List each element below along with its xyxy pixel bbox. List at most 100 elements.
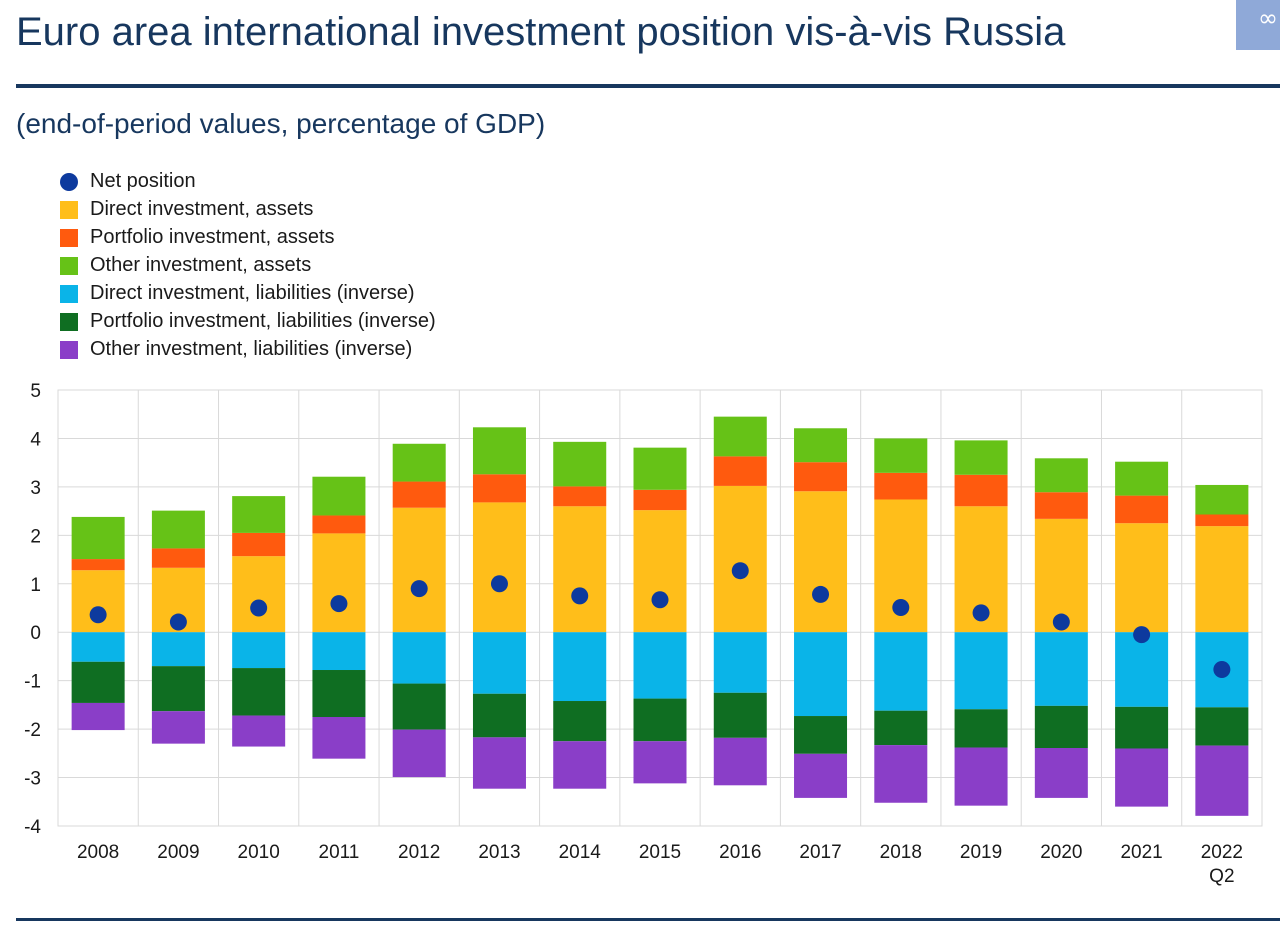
bar-segment — [713, 416, 767, 457]
legend-label: Other investment, liabilities (inverse) — [90, 338, 413, 360]
bar-segment — [1115, 495, 1169, 524]
bar-segment — [232, 556, 286, 633]
net-position-point — [892, 599, 910, 617]
bar-segment — [151, 666, 205, 712]
y-tick-label: 0 — [30, 623, 41, 644]
net-position-point — [1133, 626, 1151, 644]
stacked-bar-chart: 5 4 3 2 1 0 -1 -2 -3 -4 2008 2009 2010 2011 2012 2013 20… — [24, 381, 1263, 887]
legend-label: Portfolio investment, liabilities (inver… — [90, 310, 436, 332]
bar-segment — [312, 476, 366, 516]
x-tick-label: 2019 — [960, 842, 1002, 863]
bar-segment — [151, 711, 205, 744]
bar-segment — [954, 632, 1008, 710]
x-tick-label: 2018 — [880, 842, 922, 863]
bar-segment — [71, 702, 125, 731]
net-position-point — [89, 606, 107, 624]
x-tick-label: 2015 — [639, 842, 681, 863]
bar-segment — [553, 701, 607, 742]
bar-segment — [633, 489, 687, 511]
x-tick-label: 2014 — [559, 842, 602, 863]
bar-segment — [954, 747, 1008, 806]
net-position-point — [731, 562, 749, 580]
x-tick-label: Q2 — [1209, 866, 1234, 887]
bar-segment — [1195, 526, 1249, 633]
legend-label: Direct investment, assets — [90, 198, 314, 220]
x-tick-label: 2016 — [719, 842, 761, 863]
bar-segment — [1195, 514, 1249, 527]
net-position-point — [250, 599, 268, 617]
legend-item-portfolio-liabilities: Portfolio investment, liabilities (inver… — [56, 308, 536, 336]
bar-segment — [954, 474, 1008, 507]
bar-segment — [954, 709, 1008, 748]
bar-segment — [1115, 523, 1169, 633]
x-tick-label: 2011 — [319, 842, 360, 863]
bar-segment — [553, 741, 607, 789]
bar-segment — [392, 507, 446, 633]
legend-swatch — [60, 257, 78, 275]
bar-segment — [1195, 707, 1249, 746]
bar-segment — [472, 427, 526, 475]
bar-segment — [874, 745, 928, 803]
legend-label: Net position — [90, 170, 196, 192]
bar-segment — [874, 632, 928, 711]
bar-segment — [1115, 461, 1169, 496]
legend-swatch — [60, 201, 78, 219]
bar-segment — [1195, 745, 1249, 816]
y-tick-label: -3 — [24, 769, 41, 790]
bar-segment — [392, 481, 446, 508]
bar-segment — [71, 559, 125, 571]
bar-segment — [794, 462, 848, 492]
bar-segment — [312, 515, 366, 534]
page-title: Euro area international investment posit… — [16, 10, 1066, 54]
legend-label: Other investment, assets — [90, 254, 312, 276]
bar-segment — [392, 443, 446, 482]
net-position-point — [169, 613, 187, 631]
x-tick-label: 2010 — [238, 842, 280, 863]
y-tick-label: 4 — [30, 429, 41, 450]
net-position-point — [410, 580, 428, 598]
y-tick-label: -1 — [24, 672, 41, 693]
share-button[interactable]: ∞ — [1236, 0, 1280, 50]
bar-segment — [71, 661, 125, 703]
net-position-point — [571, 587, 589, 605]
bar-segment — [713, 632, 767, 693]
bar-segment — [312, 670, 366, 717]
bar-segment — [794, 491, 848, 633]
bar-segment — [1034, 518, 1088, 633]
bar-segment — [874, 438, 928, 473]
x-tick-label: 2017 — [799, 842, 841, 863]
bar-segment — [633, 741, 687, 784]
bar-segment — [794, 428, 848, 463]
bar-segment — [1034, 748, 1088, 798]
bar-segment — [553, 441, 607, 487]
bar-segment — [71, 516, 125, 560]
bar-segment — [151, 510, 205, 549]
y-tick-label: 5 — [30, 381, 41, 402]
bar-segment — [633, 698, 687, 742]
share-icon: ∞ — [1258, 4, 1278, 32]
bar-segment — [312, 533, 366, 633]
legend-swatch — [60, 229, 78, 247]
bar-segment — [794, 632, 848, 717]
bar-segment — [1034, 632, 1088, 706]
bar-segment — [472, 737, 526, 789]
bar-segment — [954, 440, 1008, 475]
bar-segment — [1115, 706, 1169, 749]
bar-segment — [232, 668, 286, 716]
x-tick-label: 2013 — [478, 842, 520, 863]
legend-label: Portfolio investment, assets — [90, 226, 335, 248]
bar-segment — [633, 510, 687, 633]
bar-segment — [713, 456, 767, 486]
bar-segment — [633, 632, 687, 699]
bar-segment — [553, 632, 607, 702]
bar-segment — [794, 753, 848, 798]
bar-segment — [1034, 458, 1088, 493]
x-tick-label: 2012 — [398, 842, 440, 863]
legend-item-net-position: Net position — [56, 168, 536, 196]
title-divider — [16, 84, 1280, 88]
legend-item-direct-assets: Direct investment, assets — [56, 196, 536, 224]
chart-legend: Net position Direct investment, assets P… — [56, 168, 536, 364]
legend-item-direct-liabilities: Direct investment, liabilities (inverse) — [56, 280, 536, 308]
bar-segment — [713, 692, 767, 738]
bar-segment — [553, 486, 607, 507]
